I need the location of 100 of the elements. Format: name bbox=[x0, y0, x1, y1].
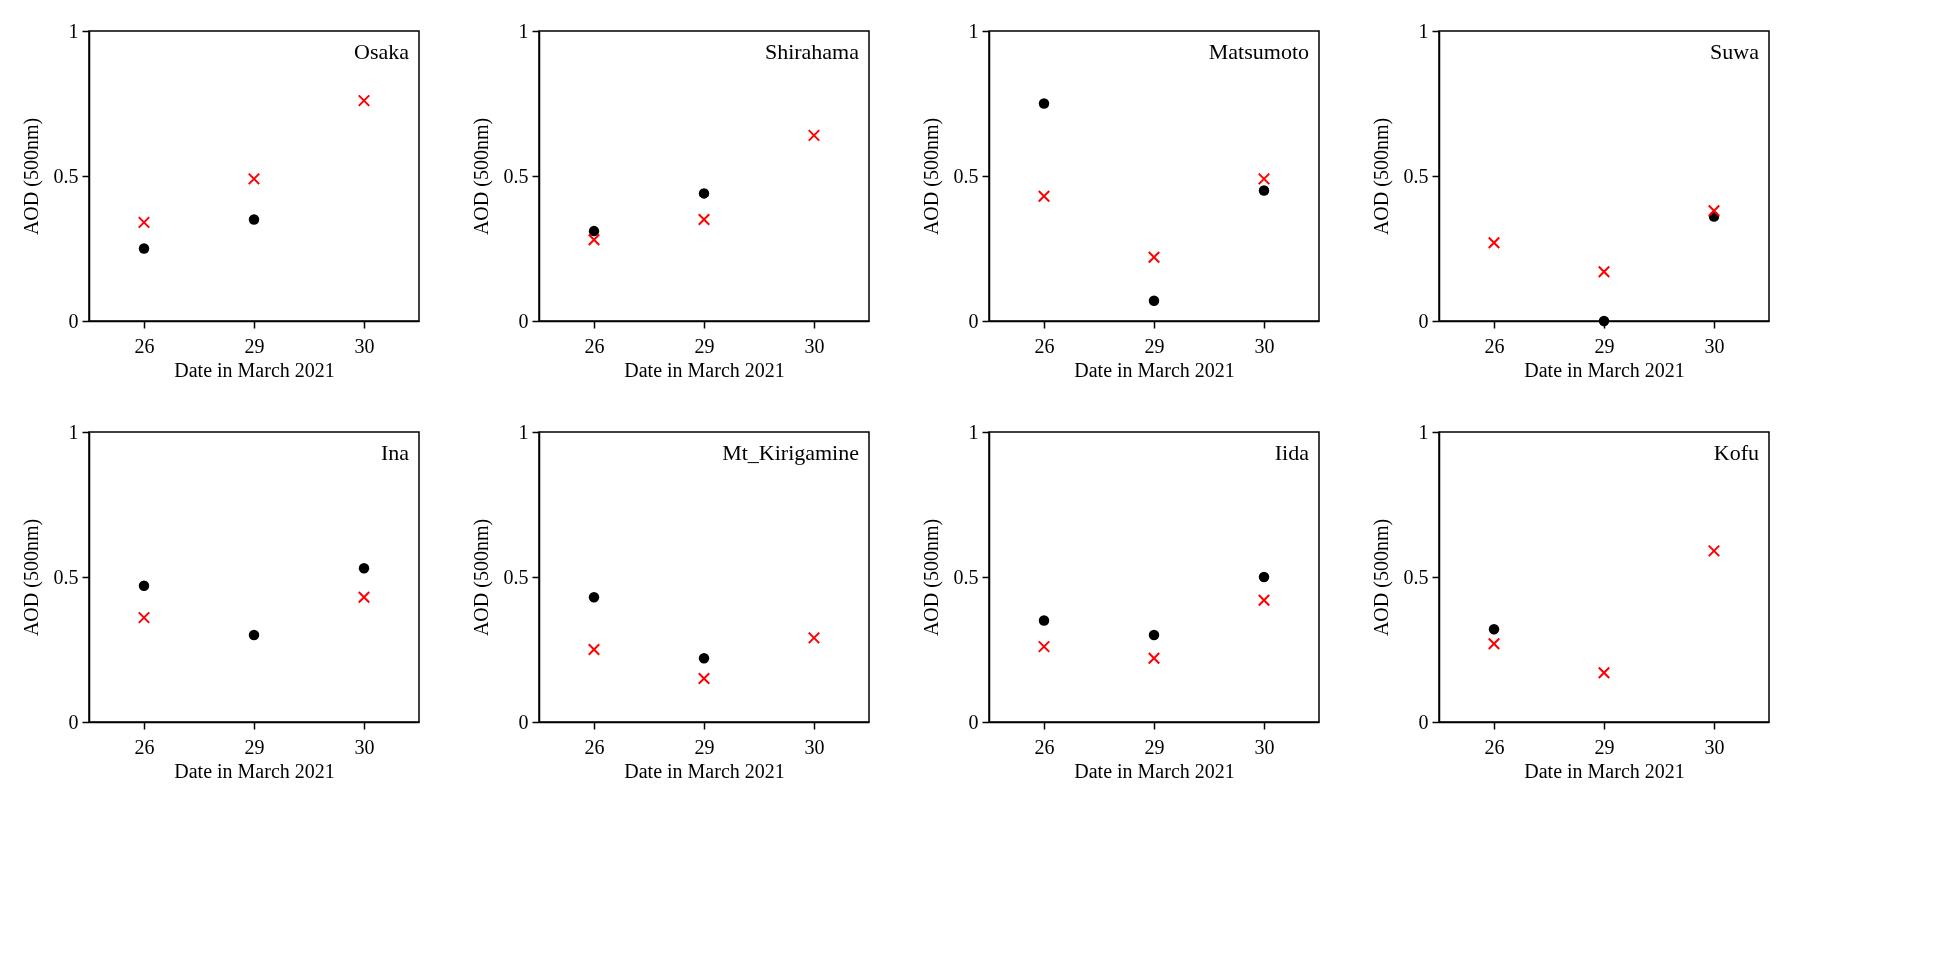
point bbox=[1038, 615, 1050, 626]
y-tick-label: 1 bbox=[518, 420, 529, 443]
point bbox=[1707, 204, 1721, 218]
x-axis-title: Date in March 2021 bbox=[1074, 358, 1235, 381]
y-tick-label: 1 bbox=[68, 420, 79, 443]
y-tick-label: 0 bbox=[1418, 710, 1429, 733]
point bbox=[1488, 623, 1500, 635]
x-tick-label: 29 bbox=[244, 334, 265, 357]
point bbox=[698, 188, 710, 199]
point bbox=[248, 214, 260, 225]
point bbox=[1147, 250, 1161, 264]
y-axis-title: AOD (500nm) bbox=[19, 518, 43, 637]
point bbox=[698, 652, 710, 664]
point bbox=[358, 563, 370, 574]
x-tick-label: 26 bbox=[1034, 735, 1055, 758]
chart-title: Mt_Kirigamine bbox=[722, 440, 859, 465]
point bbox=[1148, 629, 1160, 641]
point bbox=[1707, 544, 1721, 558]
x-tick-label: 26 bbox=[584, 334, 605, 357]
point bbox=[1257, 593, 1271, 607]
y-axis-title: AOD (500nm) bbox=[919, 117, 943, 236]
point bbox=[1038, 98, 1050, 109]
x-tick-label: 26 bbox=[1484, 334, 1505, 357]
y-tick-label: 1 bbox=[68, 19, 79, 42]
x-tick-label: 30 bbox=[1254, 334, 1275, 357]
y-tick-label: 1 bbox=[1418, 420, 1429, 443]
x-tick-label: 30 bbox=[1704, 735, 1725, 758]
point bbox=[587, 643, 601, 656]
point bbox=[138, 243, 150, 254]
point bbox=[138, 580, 150, 591]
y-axis-title: AOD (500nm) bbox=[1369, 518, 1393, 637]
x-axis-title: Date in March 2021 bbox=[1524, 358, 1685, 381]
point bbox=[1037, 640, 1051, 653]
y-tick-label: 0 bbox=[68, 710, 79, 733]
x-tick-label: 29 bbox=[1594, 735, 1615, 758]
y-axis-title: AOD (500nm) bbox=[1369, 117, 1393, 236]
x-tick-label: 29 bbox=[244, 735, 265, 758]
point bbox=[1147, 651, 1161, 665]
y-tick-label: 0 bbox=[968, 309, 979, 332]
x-tick-label: 30 bbox=[804, 334, 825, 357]
y-tick-label: 1 bbox=[968, 420, 979, 443]
x-tick-label: 30 bbox=[804, 735, 825, 758]
y-tick-label: 1 bbox=[968, 19, 979, 42]
point bbox=[1258, 571, 1270, 583]
y-tick-label: 1 bbox=[518, 19, 529, 42]
y-axis-title: AOD (500nm) bbox=[919, 518, 943, 637]
y-tick-label: 1 bbox=[1418, 19, 1429, 42]
point bbox=[588, 592, 600, 603]
y-tick-label: 0 bbox=[1418, 309, 1429, 332]
point bbox=[1257, 172, 1271, 186]
y-tick-label: 0 bbox=[518, 309, 529, 332]
x-axis-title: Date in March 2021 bbox=[174, 759, 335, 782]
point bbox=[697, 213, 711, 226]
point bbox=[807, 129, 821, 142]
point bbox=[247, 172, 261, 186]
x-tick-label: 29 bbox=[1594, 334, 1615, 357]
point bbox=[1597, 265, 1611, 278]
x-tick-label: 26 bbox=[584, 735, 605, 758]
point bbox=[807, 631, 821, 645]
chart-title: Kofu bbox=[1713, 440, 1759, 465]
point bbox=[1487, 236, 1501, 249]
x-tick-label: 30 bbox=[354, 735, 375, 758]
y-tick-label: 0.5 bbox=[953, 565, 979, 588]
x-axis-title: Date in March 2021 bbox=[624, 759, 785, 782]
point bbox=[697, 672, 711, 685]
y-tick-label: 0.5 bbox=[953, 164, 979, 187]
y-axis-title: AOD (500nm) bbox=[469, 518, 493, 637]
x-tick-label: 30 bbox=[1704, 334, 1725, 357]
point bbox=[137, 611, 151, 624]
x-axis-title: Date in March 2021 bbox=[1074, 759, 1235, 782]
x-tick-label: 26 bbox=[1484, 735, 1505, 758]
y-tick-label: 0.5 bbox=[53, 565, 79, 588]
chart-title: Matsumoto bbox=[1208, 39, 1309, 64]
point bbox=[1148, 295, 1160, 306]
x-axis-title: Date in March 2021 bbox=[174, 358, 335, 381]
point bbox=[1597, 666, 1611, 679]
x-axis-title: Date in March 2021 bbox=[1524, 759, 1685, 782]
chart-title: Iida bbox=[1274, 440, 1310, 465]
point bbox=[587, 233, 601, 247]
x-tick-label: 26 bbox=[134, 334, 155, 357]
x-tick-label: 26 bbox=[134, 735, 155, 758]
chart-title: Shirahama bbox=[764, 39, 860, 64]
x-tick-label: 29 bbox=[694, 735, 715, 758]
point bbox=[1487, 637, 1501, 650]
y-tick-label: 0 bbox=[68, 309, 79, 332]
y-tick-label: 0.5 bbox=[503, 565, 529, 588]
x-tick-label: 30 bbox=[354, 334, 375, 357]
x-tick-label: 30 bbox=[1254, 735, 1275, 758]
point bbox=[1258, 185, 1270, 196]
point bbox=[1037, 190, 1051, 203]
y-tick-label: 0.5 bbox=[53, 164, 79, 187]
x-axis-title: Date in March 2021 bbox=[624, 358, 785, 381]
point bbox=[357, 94, 371, 107]
point bbox=[137, 216, 151, 229]
chart-title: Osaka bbox=[354, 39, 410, 64]
y-axis-title: AOD (500nm) bbox=[19, 117, 43, 236]
x-tick-label: 29 bbox=[694, 334, 715, 357]
y-tick-label: 0.5 bbox=[1403, 164, 1429, 187]
point bbox=[1598, 315, 1610, 327]
point bbox=[588, 225, 600, 237]
